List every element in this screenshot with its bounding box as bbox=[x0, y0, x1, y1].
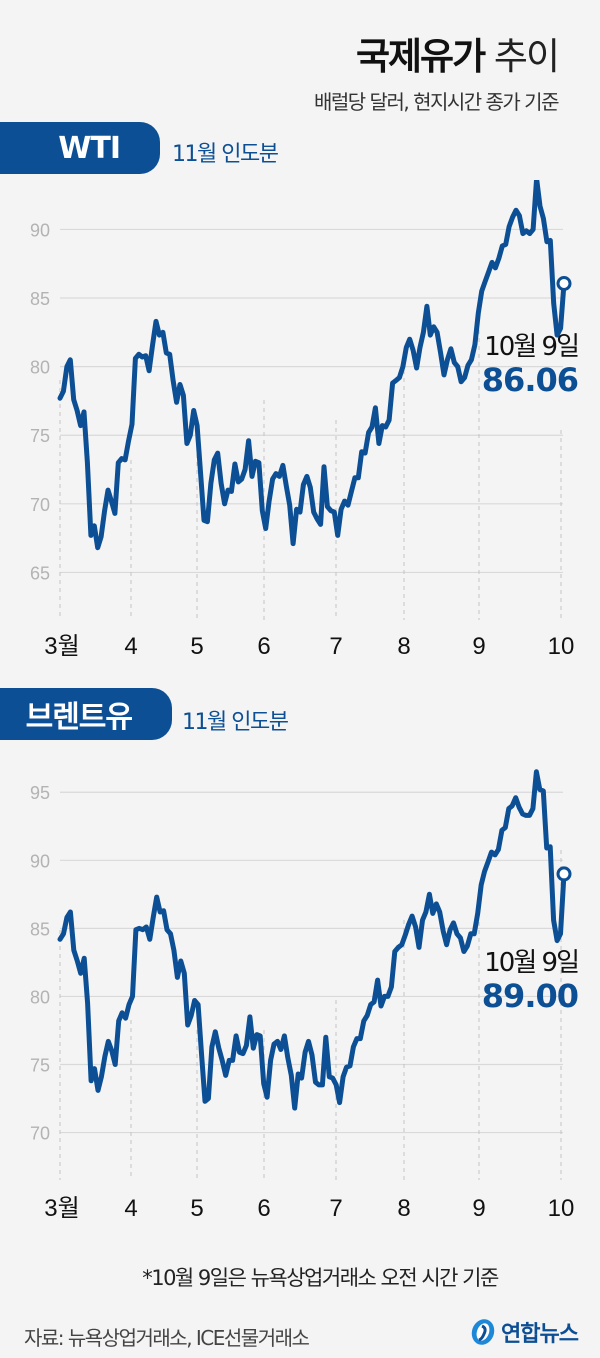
y-tick-label: 70 bbox=[30, 1124, 50, 1144]
wti-annotation-value: 86.06 bbox=[481, 361, 579, 399]
x-tick-label: 5 bbox=[190, 633, 203, 660]
brent-annotation: 10월 9일 89.00 bbox=[481, 942, 580, 1015]
x-tick-label: 3월 bbox=[44, 633, 79, 660]
x-tick-label: 10 bbox=[548, 633, 575, 660]
x-tick-label: 7 bbox=[329, 633, 342, 660]
x-tick-label: 5 bbox=[190, 1195, 203, 1222]
footnote: *10월 9일은 뉴욕상업거래소 오전 시간 기준 bbox=[142, 1266, 499, 1290]
x-tick-label: 6 bbox=[257, 633, 270, 660]
y-tick-label: 90 bbox=[30, 851, 50, 871]
title-light: 추이 bbox=[493, 35, 560, 78]
wti-annotation: 10월 9일 86.06 bbox=[481, 326, 580, 399]
wti-chart: 65 70 75 80 85 90 3월 4 5 6 7 8 9 10 bbox=[30, 180, 575, 660]
y-tick-label: 75 bbox=[30, 1056, 50, 1076]
source: 자료: 뉴욕상업거래소, ICE선물거래소 bbox=[24, 1326, 310, 1350]
y-tick-label: 75 bbox=[30, 426, 50, 446]
x-tick-label: 10 bbox=[548, 1195, 575, 1222]
x-tick-label: 9 bbox=[472, 633, 485, 660]
y-tick-label: 70 bbox=[30, 495, 50, 515]
y-tick-label: 65 bbox=[30, 563, 50, 583]
title-bold: 국제유가 bbox=[355, 35, 486, 78]
brent-chart: 70 75 80 85 90 95 3월 4 5 6 7 8 9 10 bbox=[30, 769, 575, 1222]
price-line bbox=[57, 180, 567, 551]
y-tick-label: 80 bbox=[30, 987, 50, 1007]
y-tick-label: 85 bbox=[30, 919, 50, 939]
wti-badge: WTI bbox=[0, 122, 160, 174]
x-tick-label: 7 bbox=[329, 1195, 342, 1222]
x-tick-label: 4 bbox=[124, 1195, 137, 1222]
latest-point-marker bbox=[556, 275, 572, 291]
brent-annotation-date: 10월 9일 bbox=[484, 948, 580, 978]
subtitle: 배럴당 달러, 현지시간 종가 기준 bbox=[314, 90, 560, 114]
y-tick-label: 85 bbox=[30, 289, 50, 309]
x-tick-label: 9 bbox=[472, 1195, 485, 1222]
title: 국제유가 추이 bbox=[355, 26, 560, 80]
brent-annotation-value: 89.00 bbox=[481, 977, 579, 1015]
price-line bbox=[57, 769, 567, 1111]
x-tick-label: 8 bbox=[397, 1195, 410, 1222]
wti-annotation-date: 10월 9일 bbox=[484, 332, 580, 362]
logo: 연합뉴스 bbox=[469, 1316, 579, 1348]
x-tick-label: 6 bbox=[257, 1195, 270, 1222]
y-tick-label: 80 bbox=[30, 358, 50, 378]
wti-contract: 11월 인도분 bbox=[172, 142, 279, 167]
brent-badge: 브렌트유 bbox=[0, 688, 172, 740]
x-tick-label: 3월 bbox=[44, 1195, 79, 1222]
brent-contract: 11월 인도분 bbox=[182, 710, 289, 735]
x-tick-label: 4 bbox=[124, 633, 137, 660]
y-tick-label: 95 bbox=[30, 783, 50, 803]
x-tick-label: 8 bbox=[397, 633, 410, 660]
yonhap-logo-icon bbox=[471, 1319, 495, 1345]
y-tick-label: 90 bbox=[30, 220, 50, 240]
latest-point-marker bbox=[556, 866, 572, 882]
logo-text: 연합뉴스 bbox=[501, 1322, 579, 1347]
